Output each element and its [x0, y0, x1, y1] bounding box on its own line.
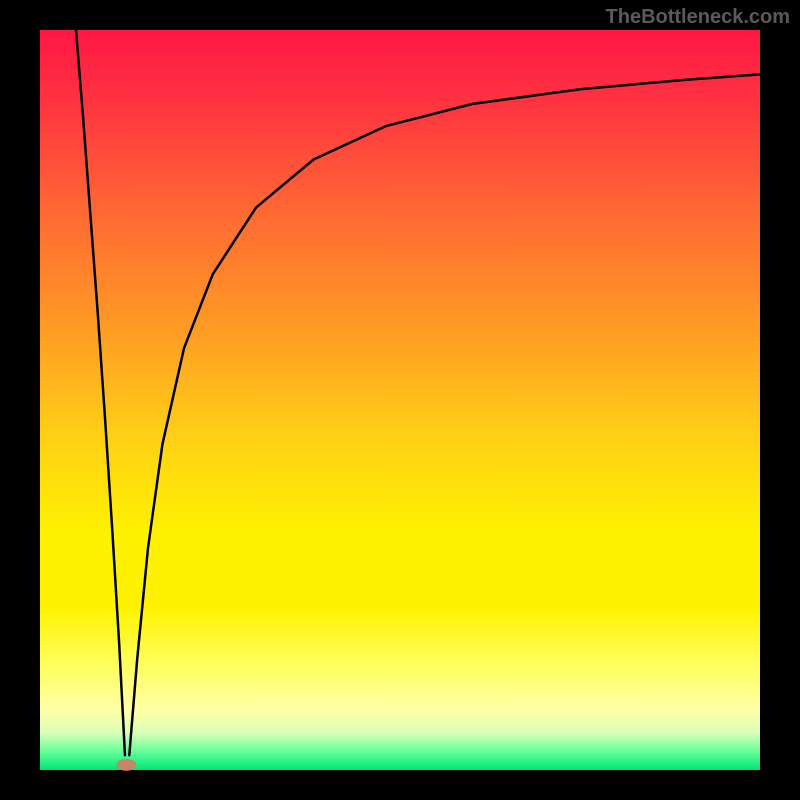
plot-background: [40, 30, 760, 770]
chart-svg: [0, 0, 800, 800]
dip-marker: [116, 759, 136, 771]
chart-container: TheBottleneck.com: [0, 0, 800, 800]
attribution-text: TheBottleneck.com: [606, 6, 790, 29]
